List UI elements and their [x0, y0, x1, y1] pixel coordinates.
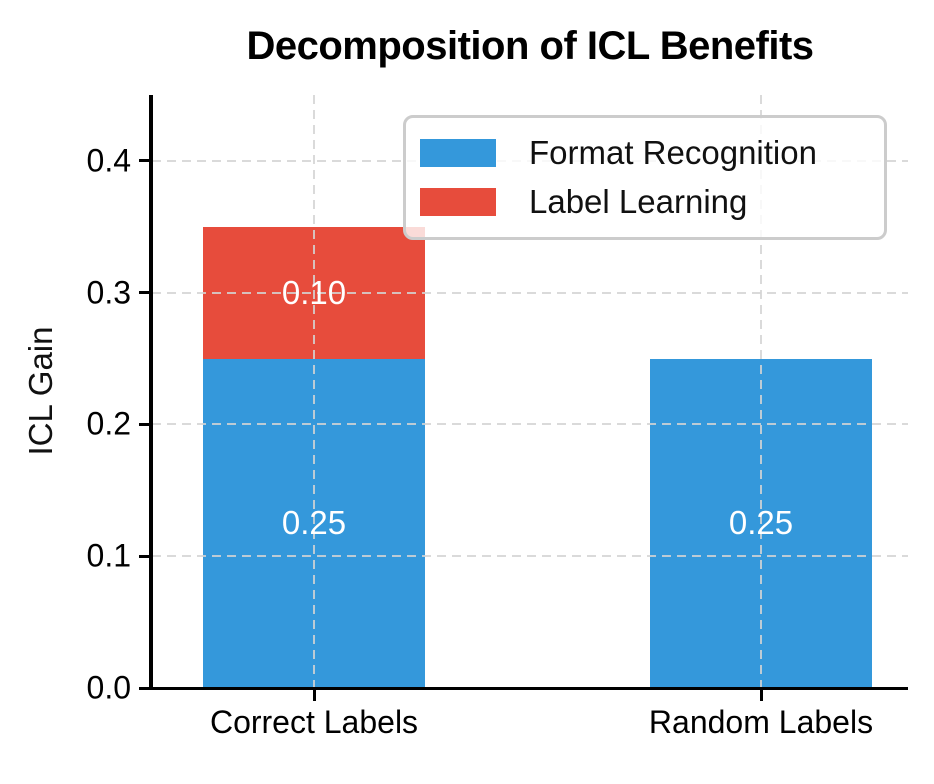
y-tick [139, 422, 150, 426]
x-tick-label: Random Labels [648, 704, 874, 740]
legend-label: Format Recognition [529, 133, 817, 171]
label-learning-swatch [420, 188, 496, 217]
legend: Format Recognition Label Learning [403, 115, 887, 240]
gridline-horizontal [152, 291, 908, 294]
bar-value-label: 0.25 [728, 504, 794, 542]
y-tick-label: 0.3 [86, 274, 131, 311]
gridline-vertical [760, 95, 762, 688]
y-tick [139, 159, 150, 163]
legend-item-format-recognition: Format Recognition [406, 134, 884, 172]
chart-title: Decomposition of ICL Benefits [246, 24, 814, 68]
legend-label: Label Learning [529, 183, 748, 221]
y-axis-spine [149, 95, 153, 690]
x-tick [312, 690, 316, 701]
y-axis-label: ICL Gain [22, 326, 59, 456]
gridline-vertical [313, 95, 315, 688]
x-tick [759, 690, 763, 701]
format-recognition-swatch [420, 138, 496, 167]
legend-item-label-learning: Label Learning [406, 183, 884, 221]
bar-value-label: 0.10 [281, 273, 347, 311]
y-tick [139, 291, 150, 295]
y-tick-label: 0.4 [86, 142, 131, 179]
y-tick-label: 0.2 [86, 405, 131, 442]
gridline-horizontal [152, 423, 908, 426]
gridline-horizontal [152, 555, 908, 558]
bar-value-label: 0.25 [281, 504, 347, 542]
y-tick [139, 686, 150, 690]
x-tick-label: Correct Labels [209, 704, 419, 740]
x-axis-spine [149, 686, 908, 690]
y-tick-label: 0.1 [86, 537, 131, 574]
y-tick-label: 0.0 [86, 669, 131, 706]
y-tick [139, 554, 150, 558]
